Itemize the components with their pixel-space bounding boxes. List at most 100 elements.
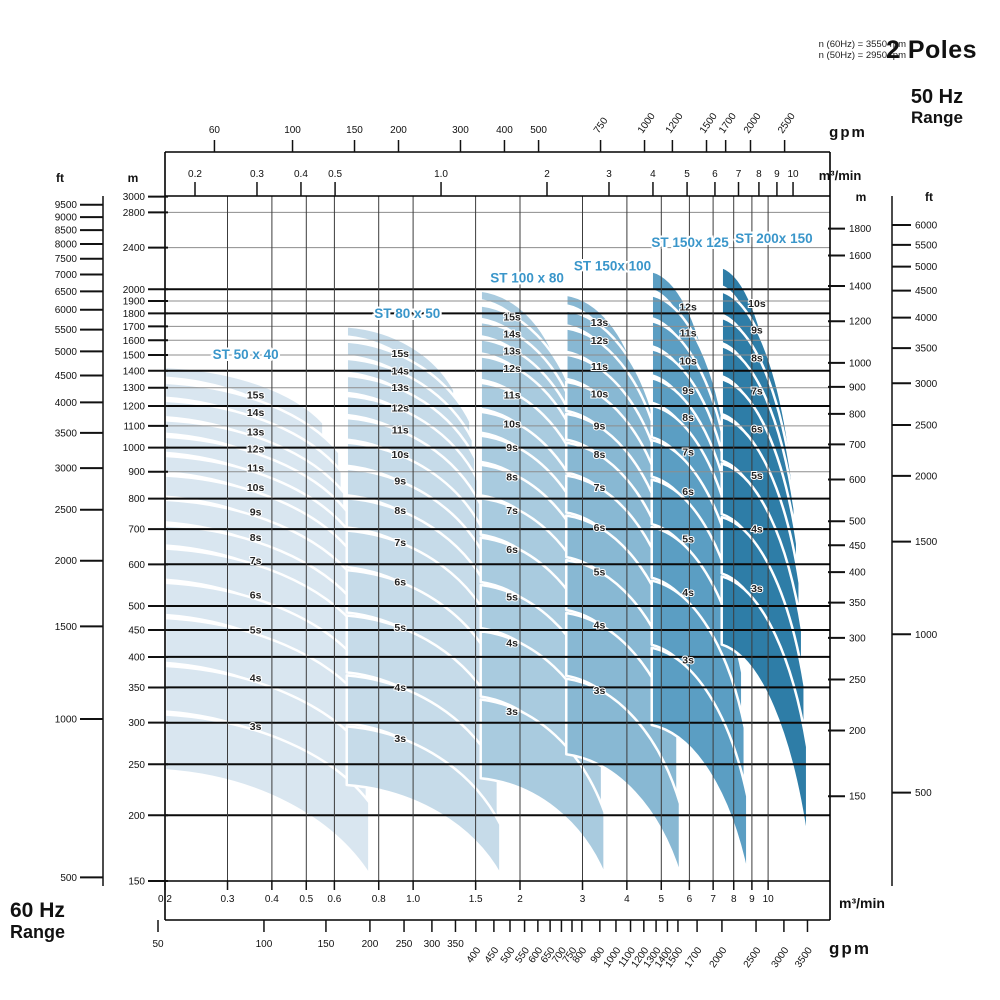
left-m-label: 1700	[123, 322, 146, 333]
stage-label: 15s	[392, 348, 410, 360]
bottom-gpm-label: 1700	[683, 945, 705, 970]
range-60hz-line2: Range	[10, 922, 66, 942]
stage-label: 10s	[591, 388, 609, 400]
stage-label: 9s	[394, 475, 406, 487]
left-m-label: 150	[128, 877, 145, 888]
top-gpm-label: 1000	[636, 111, 658, 136]
stage-label: 3s	[394, 733, 406, 745]
stage-label: 7s	[506, 505, 518, 517]
family-title: ST 150x 100	[574, 259, 651, 274]
top-m3min-label: 0.3	[250, 169, 264, 180]
top-m3min-label: 0.2	[188, 169, 202, 180]
left-m-label: 2000	[123, 285, 146, 296]
left-m-label: 1300	[123, 383, 146, 394]
bottom-gpm-label: 250	[396, 939, 413, 950]
right-ft-label: 6000	[915, 220, 938, 231]
top-gpm-label: 1500	[698, 111, 720, 136]
stage-label: 11s	[247, 462, 264, 474]
top-gpm-label: 750	[592, 115, 611, 135]
family-title: ST 50 x 40	[213, 347, 279, 362]
stage-label: 9s	[250, 506, 262, 518]
left-ft-label: 5500	[55, 325, 78, 336]
left-ft-label: 2500	[55, 505, 78, 516]
top-gpm-label: 200	[390, 125, 407, 136]
left-ft-label: 6000	[55, 305, 78, 316]
stage-label: 11s	[680, 328, 697, 340]
left-m-label: 1900	[123, 296, 146, 307]
left-ft-label: 1000	[55, 715, 78, 726]
range-50hz-line2: Range	[911, 108, 963, 127]
stage-label: 10s	[748, 298, 766, 310]
bottom-gpm-label: 450	[483, 945, 502, 965]
bottom-gpm-label: 2500	[742, 945, 764, 970]
stage-label: 5s	[682, 534, 694, 546]
stage-label: 8s	[506, 471, 518, 483]
top-gpm-label: 60	[209, 125, 221, 136]
top-m3min-label: 2	[544, 169, 550, 180]
bottom-m3min-label: 9	[749, 894, 755, 905]
bottom-gpm-label: 350	[447, 939, 464, 950]
left-ft-label: 7500	[55, 254, 78, 265]
right-m-label: 900	[849, 382, 866, 393]
right-m-label: 1800	[849, 224, 872, 235]
right-m-label: 400	[849, 568, 866, 579]
left-ft-label: 7000	[55, 270, 78, 281]
bottom-m3min-label: 0.2	[158, 894, 172, 905]
right-m-label: 700	[849, 440, 866, 451]
stage-label: 8s	[594, 449, 606, 461]
bottom-gpm-label: 100	[256, 939, 273, 950]
top-gpm-label: 2500	[776, 111, 798, 136]
bottom-m3min-unit: m³/min	[839, 895, 885, 911]
stage-label: 5s	[250, 625, 262, 637]
stage-label: 14s	[503, 328, 521, 340]
stage-label: 3s	[751, 583, 763, 595]
range-50hz-label: 50 Hz Range	[901, 86, 973, 127]
bottom-m3min-label: 7	[710, 894, 716, 905]
stage-label: 12s	[591, 335, 609, 347]
rpm-note-60hz: n (60Hz) = 3550 rpm	[818, 39, 906, 50]
bottom-gpm-label: 400	[465, 945, 484, 965]
left-ft-label: 5000	[55, 347, 78, 358]
left-ft-label: 4500	[55, 371, 78, 382]
right-m-label: 1000	[849, 358, 872, 369]
stage-label: 15s	[247, 389, 265, 401]
left-ft-label: 8000	[55, 240, 78, 251]
top-gpm-label: 2000	[742, 111, 764, 136]
bottom-m3min-label: 3	[580, 894, 586, 905]
rpm-note-50hz: n (50Hz) = 2950 rpm	[818, 49, 906, 61]
stage-label: 14s	[247, 407, 265, 419]
left-m-label: 900	[128, 467, 145, 478]
right-ft-label: 1500	[915, 537, 938, 548]
range-50hz-line1: 50 Hz	[910, 86, 964, 108]
stage-label: 3s	[506, 706, 518, 718]
stage-label: 4s	[594, 620, 606, 632]
family-title: ST 80 x 50	[374, 306, 440, 321]
left-ft-header: ft	[56, 171, 64, 185]
left-m-header: m	[128, 171, 139, 185]
rpm-note: n (60Hz) = 3550 rpm n (50Hz) = 2950 rpm	[778, 39, 906, 61]
stage-label: 7s	[394, 537, 406, 549]
top-gpm-label: 400	[496, 125, 513, 136]
top-m3min-label: 8	[756, 169, 762, 180]
right-m-label: 800	[849, 409, 866, 420]
right-m-label: 600	[849, 475, 866, 486]
family-title: ST 100 x 80	[490, 270, 564, 285]
bottom-gpm-label: 50	[152, 939, 164, 950]
bottom-m3min-label: 2	[517, 894, 523, 905]
right-ft-header: ft	[925, 190, 933, 204]
stage-label: 14s	[392, 365, 410, 377]
right-m-label: 1200	[849, 317, 872, 328]
left-m-label: 2400	[123, 243, 146, 254]
top-m3min-label: 4	[650, 169, 656, 180]
left-m-label: 400	[128, 652, 145, 663]
stage-label: 9s	[594, 420, 606, 432]
left-m-label: 200	[128, 811, 145, 822]
right-ft-label: 2000	[915, 471, 938, 482]
stage-label: 4s	[250, 672, 262, 684]
top-m3min-unit: m³/min	[819, 168, 862, 183]
left-m-label: 1200	[123, 401, 146, 412]
left-m-label: 300	[128, 718, 145, 729]
bottom-m3min-label: 1.0	[406, 894, 420, 905]
right-m-label: 350	[849, 598, 866, 609]
range-60hz-label: 60 Hz Range	[10, 899, 65, 942]
